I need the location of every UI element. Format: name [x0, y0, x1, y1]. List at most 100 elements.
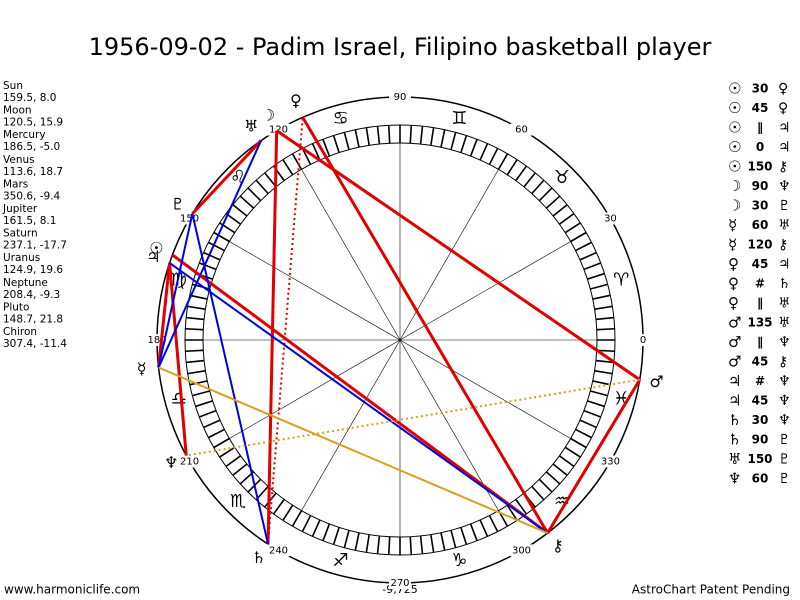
aspect-planet2: ♆: [778, 335, 791, 351]
degree-tick: [282, 159, 294, 176]
degree-tick: [440, 532, 446, 551]
aspect-planet2: ♆: [778, 179, 791, 195]
degree-tick: [531, 485, 545, 501]
degree-tick: [479, 143, 489, 161]
zodiac-sign: ♒: [554, 491, 570, 512]
zodiac-sign: ♑: [451, 550, 467, 571]
aspect-type: 150: [747, 452, 772, 466]
aspect-line: [158, 366, 548, 534]
house-line: [301, 169, 401, 341]
degree-tick: [322, 523, 331, 542]
aspect-planet1: ☽: [728, 197, 741, 215]
degree-tick: [185, 349, 204, 353]
degree-tick: [387, 125, 391, 144]
aspect-type: 45: [752, 355, 769, 369]
degree-tick: [376, 535, 381, 554]
aspect-type: 120: [747, 238, 772, 252]
degree-label: 210: [180, 457, 199, 468]
degree-tick: [189, 380, 208, 386]
planet-name: Chiron: [3, 326, 37, 338]
aspect-type: ∥: [757, 121, 763, 135]
planet-name: Mercury: [3, 129, 46, 141]
degree-tick: [311, 519, 321, 537]
zodiac-sign: ♏: [230, 491, 246, 512]
aspect-type: #: [755, 277, 765, 291]
degree-tick: [225, 455, 242, 468]
degree-tick: [587, 400, 605, 408]
aspect-line: [157, 213, 194, 368]
degree-label: 0: [640, 335, 646, 346]
degree-tick: [590, 283, 608, 290]
degree-tick: [596, 327, 615, 331]
planet-glyph: ☉: [149, 238, 163, 257]
planet-position: 124.9, 19.6: [3, 264, 63, 276]
aspect-type: 60: [752, 218, 769, 232]
footer-right: AstroChart Patent Pending: [632, 583, 790, 597]
degree-tick: [365, 127, 370, 146]
aspect-planet2: ⚷: [778, 354, 788, 370]
degree-tick: [186, 359, 205, 364]
zodiac-sign: ♍: [171, 270, 187, 291]
degree-tick: [419, 126, 424, 145]
zodiac-sign: ♐: [333, 550, 349, 571]
degree-tick: [282, 504, 294, 521]
degree-tick: [469, 523, 478, 542]
planet-position: 161.5, 8.1: [3, 215, 56, 227]
degree-tick: [343, 132, 350, 150]
degree-tick: [570, 437, 587, 449]
aspect-planet1: ♀: [728, 294, 739, 312]
degree-label: 60: [515, 125, 528, 136]
aspect-type: 90: [752, 179, 769, 193]
aspect-type: 0: [756, 140, 764, 154]
degree-tick: [213, 231, 230, 243]
aspect-type: 60: [752, 472, 769, 486]
degree-tick: [272, 498, 285, 515]
aspect-line: [171, 253, 549, 535]
degree-tick: [186, 316, 205, 321]
degree-label: 120: [269, 125, 288, 136]
aspect-line: [157, 140, 262, 368]
degree-tick: [189, 294, 208, 300]
degree-label-bg: [510, 123, 533, 136]
aspect-line: [546, 378, 642, 534]
aspect-planet1: ☽: [728, 177, 741, 195]
planet-name: Moon: [3, 105, 32, 117]
planet-glyph: ♂: [649, 372, 663, 391]
aspect-planet2: ♆: [778, 413, 791, 429]
degree-tick: [469, 138, 478, 157]
planet-position: 159.5, 8.0: [3, 92, 56, 104]
degree-tick: [198, 262, 217, 271]
aspect-planet2: ♅: [778, 218, 791, 234]
degree-tick: [587, 272, 605, 280]
aspect-line: [301, 116, 549, 534]
degree-label: 30: [604, 214, 617, 225]
degree-tick: [538, 187, 553, 202]
house-line: [399, 241, 571, 341]
aspect-type: ∥: [757, 335, 763, 349]
aspect-line: [275, 129, 641, 381]
aspect-planet2: ♆: [778, 374, 791, 390]
house-line: [399, 339, 499, 511]
degree-tick: [409, 125, 413, 144]
aspect-type: 30: [752, 199, 769, 213]
aspect-planet1: ♆: [728, 470, 741, 488]
zodiac-sign: ♋: [333, 108, 349, 129]
aspect-planet1: ☉: [728, 80, 741, 98]
aspect-planet1: ♅: [728, 450, 741, 468]
planet-position: 186.5, -5.0: [3, 141, 60, 153]
degree-label: 180: [147, 335, 166, 346]
aspect-line: [186, 378, 640, 457]
degree-label: 330: [601, 457, 620, 468]
planet-glyph: ♃: [146, 247, 160, 266]
aspect-planet2: ♅: [778, 296, 791, 312]
planet-position: 307.4, -11.4: [3, 338, 67, 350]
degree-tick: [208, 428, 225, 439]
aspect-planet2: ♆: [778, 393, 791, 409]
house-line: [399, 169, 499, 341]
degree-tick: [531, 179, 545, 195]
degree-label-bg: [389, 577, 411, 589]
degree-tick: [460, 527, 468, 545]
degree-tick: [583, 409, 602, 418]
degree-tick: [387, 536, 391, 555]
